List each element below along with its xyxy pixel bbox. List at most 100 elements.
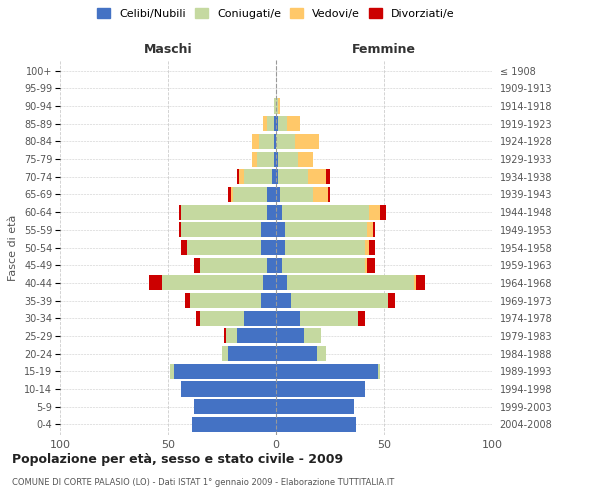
Bar: [414, 276, 416, 290]
Bar: [276, 98, 278, 114]
Bar: [380, 204, 386, 220]
Bar: [304, 328, 322, 344]
Bar: [252, 152, 257, 166]
Bar: [276, 276, 287, 290]
Bar: [170, 364, 175, 379]
Bar: [244, 310, 276, 326]
Bar: [276, 310, 300, 326]
Bar: [278, 152, 298, 166]
Legend: Celibi/Nubili, Coniugati/e, Vedovi/e, Divorziati/e: Celibi/Nubili, Coniugati/e, Vedovi/e, Di…: [97, 8, 455, 19]
Bar: [192, 417, 276, 432]
Text: COMUNE DI CORTE PALASIO (LO) - Dati ISTAT 1° gennaio 2009 - Elaborazione TUTTITA: COMUNE DI CORTE PALASIO (LO) - Dati ISTA…: [12, 478, 394, 487]
Bar: [194, 258, 200, 272]
Bar: [328, 187, 330, 202]
Bar: [276, 346, 317, 361]
Text: Maschi: Maschi: [143, 44, 193, 57]
Bar: [276, 328, 304, 344]
Bar: [181, 222, 261, 238]
Bar: [226, 328, 237, 344]
Bar: [268, 258, 276, 272]
Bar: [274, 116, 276, 131]
Bar: [261, 222, 276, 238]
Bar: [298, 152, 313, 166]
Bar: [268, 187, 276, 202]
Bar: [230, 187, 233, 202]
Bar: [276, 399, 354, 414]
Bar: [276, 222, 284, 238]
Bar: [365, 240, 369, 255]
Bar: [284, 222, 367, 238]
Bar: [268, 116, 274, 131]
Bar: [161, 276, 263, 290]
Text: Popolazione per età, sesso e stato civile - 2009: Popolazione per età, sesso e stato civil…: [12, 452, 343, 466]
Bar: [187, 240, 261, 255]
Bar: [263, 116, 268, 131]
Bar: [291, 293, 388, 308]
Bar: [181, 204, 268, 220]
Bar: [179, 204, 181, 220]
Bar: [276, 204, 283, 220]
Bar: [283, 258, 365, 272]
Bar: [200, 258, 268, 272]
Bar: [175, 364, 276, 379]
Bar: [229, 346, 276, 361]
Bar: [276, 382, 365, 396]
Bar: [416, 276, 425, 290]
Bar: [244, 169, 272, 184]
Bar: [149, 276, 161, 290]
Bar: [261, 293, 276, 308]
Bar: [274, 152, 276, 166]
Bar: [278, 169, 308, 184]
Bar: [200, 310, 244, 326]
Bar: [295, 134, 319, 149]
Bar: [283, 204, 369, 220]
Bar: [276, 240, 284, 255]
Bar: [276, 169, 278, 184]
Bar: [237, 169, 239, 184]
Bar: [369, 204, 380, 220]
Bar: [280, 187, 313, 202]
Bar: [274, 98, 276, 114]
Bar: [373, 222, 376, 238]
Bar: [222, 346, 229, 361]
Bar: [284, 240, 365, 255]
Bar: [326, 169, 330, 184]
Bar: [190, 293, 261, 308]
Bar: [278, 98, 280, 114]
Bar: [239, 169, 244, 184]
Bar: [196, 310, 200, 326]
Bar: [194, 399, 276, 414]
Y-axis label: Fasce di età: Fasce di età: [8, 214, 19, 280]
Bar: [276, 152, 278, 166]
Bar: [272, 169, 276, 184]
Bar: [278, 116, 287, 131]
Bar: [276, 116, 278, 131]
Bar: [181, 240, 187, 255]
Bar: [377, 364, 380, 379]
Bar: [185, 293, 190, 308]
Bar: [276, 134, 295, 149]
Bar: [268, 204, 276, 220]
Bar: [276, 364, 377, 379]
Bar: [261, 240, 276, 255]
Bar: [229, 187, 230, 202]
Bar: [317, 346, 326, 361]
Bar: [276, 293, 291, 308]
Bar: [300, 310, 358, 326]
Bar: [274, 134, 276, 149]
Bar: [313, 187, 328, 202]
Bar: [287, 116, 300, 131]
Bar: [367, 222, 373, 238]
Bar: [369, 240, 376, 255]
Bar: [179, 222, 181, 238]
Bar: [276, 258, 283, 272]
Bar: [259, 134, 274, 149]
Bar: [224, 328, 226, 344]
Bar: [367, 258, 376, 272]
Bar: [252, 134, 259, 149]
Bar: [388, 293, 395, 308]
Bar: [181, 382, 276, 396]
Bar: [257, 152, 274, 166]
Bar: [358, 310, 365, 326]
Bar: [276, 417, 356, 432]
